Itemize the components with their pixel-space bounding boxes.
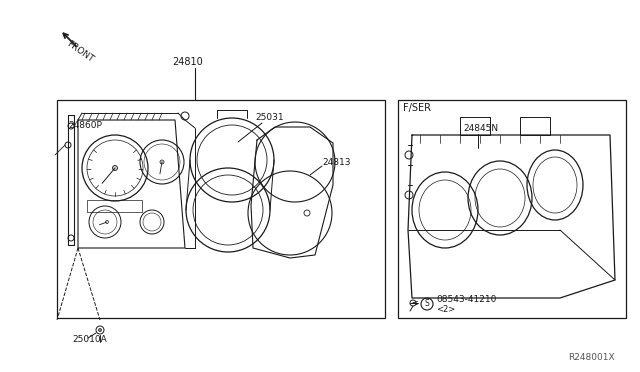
Text: 25031: 25031 [255,112,284,122]
Text: F/SER: F/SER [403,103,431,113]
Bar [460,117,490,135]
Text: 08543-41210: 08543-41210 [436,295,497,305]
Text: 25010A: 25010A [72,336,107,344]
Text: FRONT: FRONT [65,39,95,64]
Bar [398,100,626,318]
Text: <2>: <2> [436,305,455,314]
Bar [57,100,385,318]
Bar [520,117,550,135]
Circle shape [160,160,164,164]
Circle shape [99,328,102,331]
Text: 24813: 24813 [322,157,351,167]
Text: 24810: 24810 [172,57,203,67]
Circle shape [113,166,118,170]
Text: 24860P: 24860P [68,121,102,129]
Text: S: S [424,299,429,308]
Text: 24845N: 24845N [463,124,498,132]
Bar [87,200,142,212]
Text: R248001X: R248001X [568,353,614,362]
